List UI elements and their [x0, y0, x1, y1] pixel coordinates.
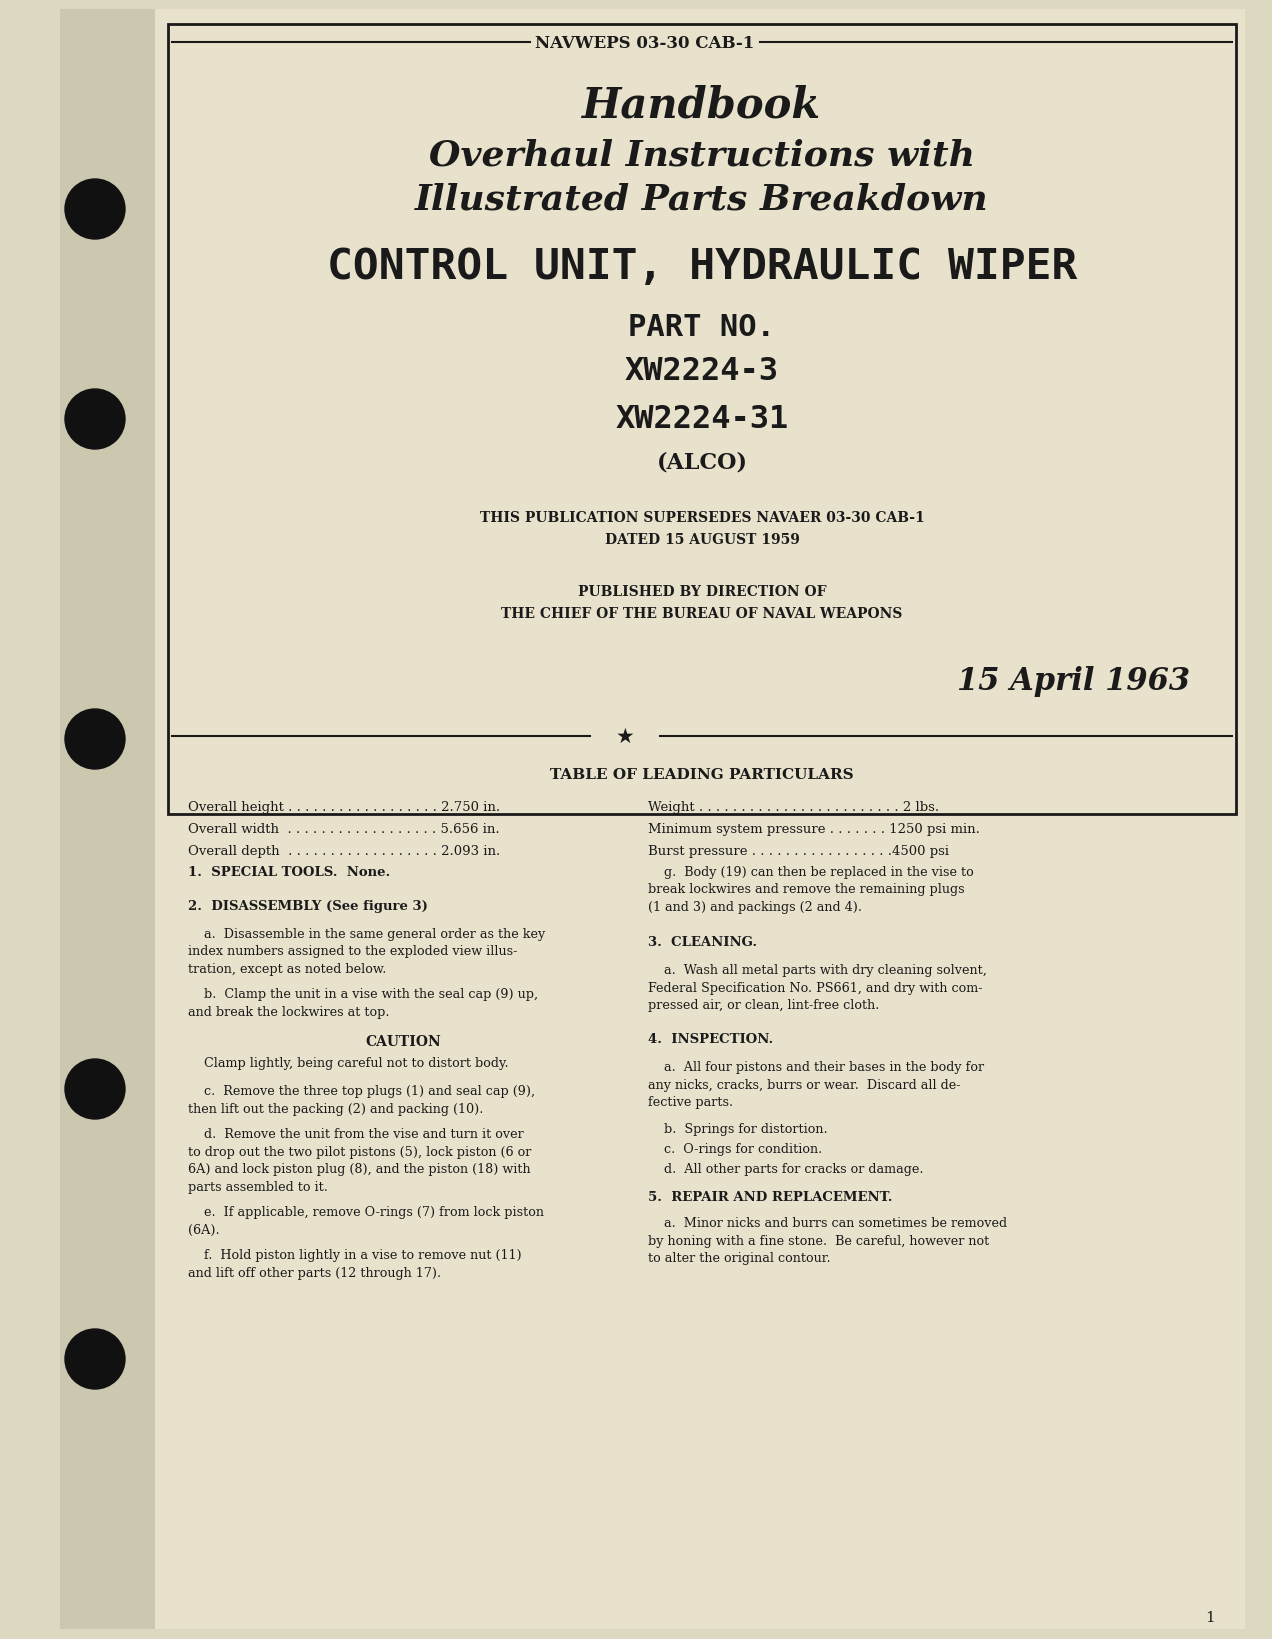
Text: b.  Clamp the unit in a vise with the seal cap (9) up,: b. Clamp the unit in a vise with the sea…: [188, 988, 538, 1001]
Text: f.  Hold piston lightly in a vise to remove nut (11): f. Hold piston lightly in a vise to remo…: [188, 1249, 522, 1262]
Text: Minimum system pressure . . . . . . . 1250 psi min.: Minimum system pressure . . . . . . . 12…: [647, 823, 979, 836]
Text: THIS PUBLICATION SUPERSEDES NAVAER 03-30 CAB-1: THIS PUBLICATION SUPERSEDES NAVAER 03-30…: [480, 511, 925, 524]
Bar: [168, 25, 1236, 815]
Text: Overall depth  . . . . . . . . . . . . . . . . . . 2.093 in.: Overall depth . . . . . . . . . . . . . …: [188, 846, 500, 857]
Text: Overall width  . . . . . . . . . . . . . . . . . . 5.656 in.: Overall width . . . . . . . . . . . . . …: [188, 823, 500, 836]
Text: (6A).: (6A).: [188, 1223, 220, 1236]
Circle shape: [65, 180, 125, 239]
Text: Burst pressure . . . . . . . . . . . . . . . . .4500 psi: Burst pressure . . . . . . . . . . . . .…: [647, 846, 949, 857]
Text: NAVWEPS 03-30 CAB-1: NAVWEPS 03-30 CAB-1: [536, 34, 754, 51]
Text: Federal Specification No. PS661, and dry with com-: Federal Specification No. PS661, and dry…: [647, 982, 982, 995]
Text: by honing with a fine stone.  Be careful, however not: by honing with a fine stone. Be careful,…: [647, 1234, 990, 1247]
Text: CONTROL UNIT, HYDRAULIC WIPER: CONTROL UNIT, HYDRAULIC WIPER: [327, 246, 1077, 288]
Text: Clamp lightly, being careful not to distort body.: Clamp lightly, being careful not to dist…: [188, 1057, 509, 1070]
Circle shape: [65, 390, 125, 449]
Text: ★: ★: [616, 726, 635, 746]
Text: c.  Remove the three top plugs (1) and seal cap (9),: c. Remove the three top plugs (1) and se…: [188, 1085, 536, 1098]
Text: parts assembled to it.: parts assembled to it.: [188, 1180, 328, 1193]
Text: pressed air, or clean, lint-free cloth.: pressed air, or clean, lint-free cloth.: [647, 998, 879, 1011]
Text: 6A) and lock piston plug (8), and the piston (18) with: 6A) and lock piston plug (8), and the pi…: [188, 1162, 530, 1175]
Text: PUBLISHED BY DIRECTION OF: PUBLISHED BY DIRECTION OF: [577, 585, 827, 598]
Text: e.  If applicable, remove O-rings (7) from lock piston: e. If applicable, remove O-rings (7) fro…: [188, 1206, 544, 1219]
Text: (1 and 3) and packings (2 and 4).: (1 and 3) and packings (2 and 4).: [647, 900, 862, 913]
Text: fective parts.: fective parts.: [647, 1095, 733, 1108]
Text: 15 April 1963: 15 April 1963: [957, 665, 1191, 697]
Text: c.  O-rings for condition.: c. O-rings for condition.: [647, 1142, 822, 1155]
Text: g.  Body (19) can then be replaced in the vise to: g. Body (19) can then be replaced in the…: [647, 865, 974, 879]
Text: DATED 15 AUGUST 1959: DATED 15 AUGUST 1959: [604, 533, 799, 547]
Text: break lockwires and remove the remaining plugs: break lockwires and remove the remaining…: [647, 883, 964, 897]
Text: Handbook: Handbook: [583, 84, 822, 126]
Text: tration, except as noted below.: tration, except as noted below.: [188, 962, 387, 975]
Text: then lift out the packing (2) and packing (10).: then lift out the packing (2) and packin…: [188, 1103, 483, 1115]
Text: PART NO.: PART NO.: [628, 313, 776, 341]
Text: 1: 1: [1205, 1609, 1215, 1624]
Text: 2.  DISASSEMBLY (See figure 3): 2. DISASSEMBLY (See figure 3): [188, 900, 427, 913]
Text: Overhaul Instructions with: Overhaul Instructions with: [429, 138, 976, 172]
Text: any nicks, cracks, burrs or wear.  Discard all de-: any nicks, cracks, burrs or wear. Discar…: [647, 1078, 960, 1092]
Text: 3.  CLEANING.: 3. CLEANING.: [647, 936, 757, 949]
Text: 5.  REPAIR AND REPLACEMENT.: 5. REPAIR AND REPLACEMENT.: [647, 1192, 893, 1203]
Text: b.  Springs for distortion.: b. Springs for distortion.: [647, 1123, 828, 1136]
Text: to drop out the two pilot pistons (5), lock piston (6 or: to drop out the two pilot pistons (5), l…: [188, 1146, 532, 1159]
Text: to alter the original contour.: to alter the original contour.: [647, 1252, 831, 1265]
Text: 1.  SPECIAL TOOLS.  None.: 1. SPECIAL TOOLS. None.: [188, 865, 391, 879]
Text: 4.  INSPECTION.: 4. INSPECTION.: [647, 1033, 773, 1046]
Text: d.  All other parts for cracks or damage.: d. All other parts for cracks or damage.: [647, 1162, 923, 1175]
FancyBboxPatch shape: [60, 10, 1245, 1629]
Circle shape: [65, 1059, 125, 1119]
Text: Overall height . . . . . . . . . . . . . . . . . . 2.750 in.: Overall height . . . . . . . . . . . . .…: [188, 801, 500, 815]
Text: a.  Wash all metal parts with dry cleaning solvent,: a. Wash all metal parts with dry cleanin…: [647, 964, 987, 977]
Text: a.  All four pistons and their bases in the body for: a. All four pistons and their bases in t…: [647, 1060, 985, 1074]
Text: (ALCO): (ALCO): [656, 451, 748, 472]
FancyBboxPatch shape: [60, 10, 155, 1629]
Text: XW2224-31: XW2224-31: [616, 405, 789, 436]
Text: Weight . . . . . . . . . . . . . . . . . . . . . . . . 2 lbs.: Weight . . . . . . . . . . . . . . . . .…: [647, 801, 939, 815]
Text: and lift off other parts (12 through 17).: and lift off other parts (12 through 17)…: [188, 1267, 441, 1278]
Text: and break the lockwires at top.: and break the lockwires at top.: [188, 1005, 389, 1018]
Text: THE CHIEF OF THE BUREAU OF NAVAL WEAPONS: THE CHIEF OF THE BUREAU OF NAVAL WEAPONS: [501, 606, 903, 621]
Text: a.  Disassemble in the same general order as the key: a. Disassemble in the same general order…: [188, 928, 546, 941]
Text: d.  Remove the unit from the vise and turn it over: d. Remove the unit from the vise and tur…: [188, 1128, 524, 1141]
Text: a.  Minor nicks and burrs can sometimes be removed: a. Minor nicks and burrs can sometimes b…: [647, 1216, 1007, 1229]
Text: XW2224-3: XW2224-3: [625, 356, 778, 387]
Text: CAUTION: CAUTION: [365, 1034, 441, 1049]
Circle shape: [65, 1329, 125, 1390]
Text: TABLE OF LEADING PARTICULARS: TABLE OF LEADING PARTICULARS: [551, 767, 854, 782]
Text: index numbers assigned to the exploded view illus-: index numbers assigned to the exploded v…: [188, 946, 518, 957]
Text: Illustrated Parts Breakdown: Illustrated Parts Breakdown: [415, 184, 988, 216]
Circle shape: [65, 710, 125, 770]
